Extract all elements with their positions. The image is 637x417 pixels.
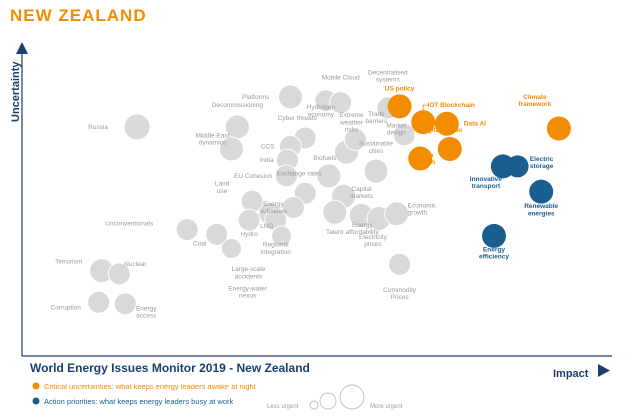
bubble-electric-storage bbox=[506, 155, 529, 178]
bubble-sustainable-cities bbox=[363, 158, 389, 184]
bubble-label-middle-east-dynamics: Middle East dynamics bbox=[195, 133, 229, 147]
bubble-label-sustainable-cities: Sustainable cities bbox=[359, 141, 393, 155]
bubble-mobile-cloud bbox=[329, 91, 353, 115]
bubble-label-large-scale-accidents: Large-scale accidents bbox=[231, 266, 265, 280]
bubble-label-capital-markets: Capital markets bbox=[350, 186, 374, 200]
bubble-label-electric-storage: Electric storage bbox=[530, 156, 554, 170]
bubble-label-eu-cohesion: EU Cohesion bbox=[234, 173, 273, 180]
y-axis-arrow-icon bbox=[16, 42, 28, 54]
bubble-label-energy-water-nexus: Energy-water nexus bbox=[228, 285, 267, 299]
bubble-label-renewable-energies: Renewable energies bbox=[524, 203, 558, 217]
legend-action-dot bbox=[32, 397, 40, 405]
bubble-label-hydrogen-economy: Hydrogen economy bbox=[307, 104, 336, 118]
bubble-label-talent: Talent bbox=[326, 229, 344, 236]
y-axis-label: Uncertainty bbox=[10, 61, 22, 122]
bubble-us-policy bbox=[387, 94, 412, 119]
legend-critical-text: Critical uncertainties: what keeps energ… bbox=[44, 382, 257, 391]
bubble-label-lng: LNG bbox=[260, 223, 273, 230]
bubble-corruption bbox=[87, 290, 111, 314]
bubble-energy-efficiency bbox=[482, 223, 506, 248]
legend-critical-dot bbox=[32, 382, 40, 390]
size-legend-small bbox=[309, 400, 319, 410]
bubble-label-innovative-transport: Innovative transport bbox=[470, 176, 503, 190]
bubble-commodity-prices bbox=[388, 252, 412, 276]
bubble-label-energy-affordability: Energy affordability bbox=[346, 222, 380, 236]
legend-action-text: Action priorities: what keeps energy lea… bbox=[44, 397, 234, 406]
bubble-label-digitalisation: Digitalisation bbox=[421, 127, 462, 134]
bubble-label-china-growth: China growth bbox=[413, 152, 435, 166]
bubble-energy-water-nexus bbox=[271, 225, 293, 247]
bubble-label-energy-access: Energy access bbox=[136, 305, 157, 319]
bubble-label-cyber-threats: Cyber threats bbox=[278, 115, 318, 122]
bubble-energy-subsidies bbox=[281, 195, 305, 219]
bubble-label-terrorism: Terrorism bbox=[55, 259, 82, 266]
bubble-large-scale-accidents bbox=[220, 238, 242, 260]
bubble-label-energy-efficiency: Energy efficiency bbox=[479, 246, 509, 260]
x-axis-arrow-icon bbox=[598, 364, 610, 377]
bubble-eu-cohesion bbox=[274, 164, 298, 188]
bubble-label-unconventionals: Unconventionals bbox=[105, 221, 154, 228]
bubble-hydro bbox=[237, 208, 261, 232]
bubble-label-india: India bbox=[259, 157, 273, 164]
size-legend-less: Less urgent bbox=[267, 404, 299, 410]
bubble-digitalisation bbox=[437, 137, 462, 162]
leader-line-iot-blockchain bbox=[422, 104, 430, 111]
bubble-label-corruption: Corruption bbox=[51, 304, 82, 311]
bubble-label-electricity-prices: Electricity prices bbox=[359, 234, 388, 248]
size-legend-more: More urgent bbox=[370, 404, 403, 410]
bubble-biofuels bbox=[316, 163, 342, 189]
bubble-label-coal: Coal bbox=[193, 240, 207, 247]
bubble-climate-framework bbox=[546, 116, 571, 141]
bubble-renewable-energies bbox=[529, 179, 554, 204]
bubble-label-us-policy: US policy bbox=[385, 85, 415, 92]
bubble-market-design bbox=[392, 123, 416, 147]
bubble-label-commodity-prices: Commodity Prices bbox=[383, 287, 417, 301]
bubble-data-ai bbox=[434, 111, 459, 136]
bubble-label-economic-growth: Economic growth bbox=[408, 202, 437, 216]
bubble-label-iot-blockchain: IOT Blockchain bbox=[428, 102, 475, 109]
page-title: NEW ZEALAND bbox=[10, 6, 147, 25]
bubble-label-ccs: CCS bbox=[261, 143, 275, 150]
bubble-china-growth bbox=[408, 146, 433, 171]
bubble-label-land-use: Land use bbox=[215, 181, 230, 195]
bubble-energy-access bbox=[113, 292, 137, 316]
bubble-label-decommissioning: Decommissioning bbox=[212, 102, 264, 109]
bubble-trade-barriers bbox=[343, 128, 367, 152]
bubble-label-trade-barriers: Trade barriers bbox=[365, 111, 388, 125]
chart-subtitle: World Energy Issues Monitor 2019 - New Z… bbox=[30, 361, 310, 375]
bubble-coal bbox=[205, 222, 229, 246]
bubble-russia bbox=[123, 113, 151, 141]
bubble-iot-blockchain bbox=[411, 110, 436, 135]
bubble-label-exchange-rates: Exchange rates bbox=[277, 170, 323, 177]
bubble-label-mobile-cloud: Mobile Cloud bbox=[322, 75, 360, 82]
bubble-middle-east-dynamics bbox=[218, 136, 244, 162]
size-legend-medium bbox=[319, 392, 337, 410]
bubble-label-data-ai: Data AI bbox=[464, 121, 486, 128]
bubble-label-market-design: Market design bbox=[386, 122, 406, 136]
bubble-economic-growth bbox=[384, 201, 410, 227]
bubble-label-russia: Russia bbox=[88, 124, 108, 131]
bubble-label-decentralised-systems: Decentralised systems bbox=[368, 69, 408, 83]
bubble-label-hydro: Hydro bbox=[240, 231, 258, 238]
bubble-label-nuclear: Nuclear bbox=[124, 261, 147, 268]
bubble-label-extreme-weather-risks: Extreme weather risks bbox=[339, 112, 364, 133]
bubble-platforms bbox=[277, 84, 303, 110]
bubble-label-energy-subsidies: Energy subsidies bbox=[260, 201, 288, 215]
bubble-label-biofuels: Biofuels bbox=[313, 155, 337, 162]
size-legend-large bbox=[339, 384, 365, 410]
bubble-label-regional-integration: Regional integration bbox=[261, 242, 292, 256]
bubble-unconventionals bbox=[175, 218, 199, 242]
bubble-label-platforms: Platforms bbox=[242, 94, 270, 101]
bubble-talent bbox=[322, 199, 348, 225]
x-axis-label: Impact bbox=[553, 368, 589, 380]
bubble-nuclear bbox=[107, 262, 131, 286]
bubble-label-climate-framework: Climate framework bbox=[518, 94, 551, 108]
bubble-layer: Russia Decommissioning Middle East dynamics… bbox=[51, 69, 571, 320]
